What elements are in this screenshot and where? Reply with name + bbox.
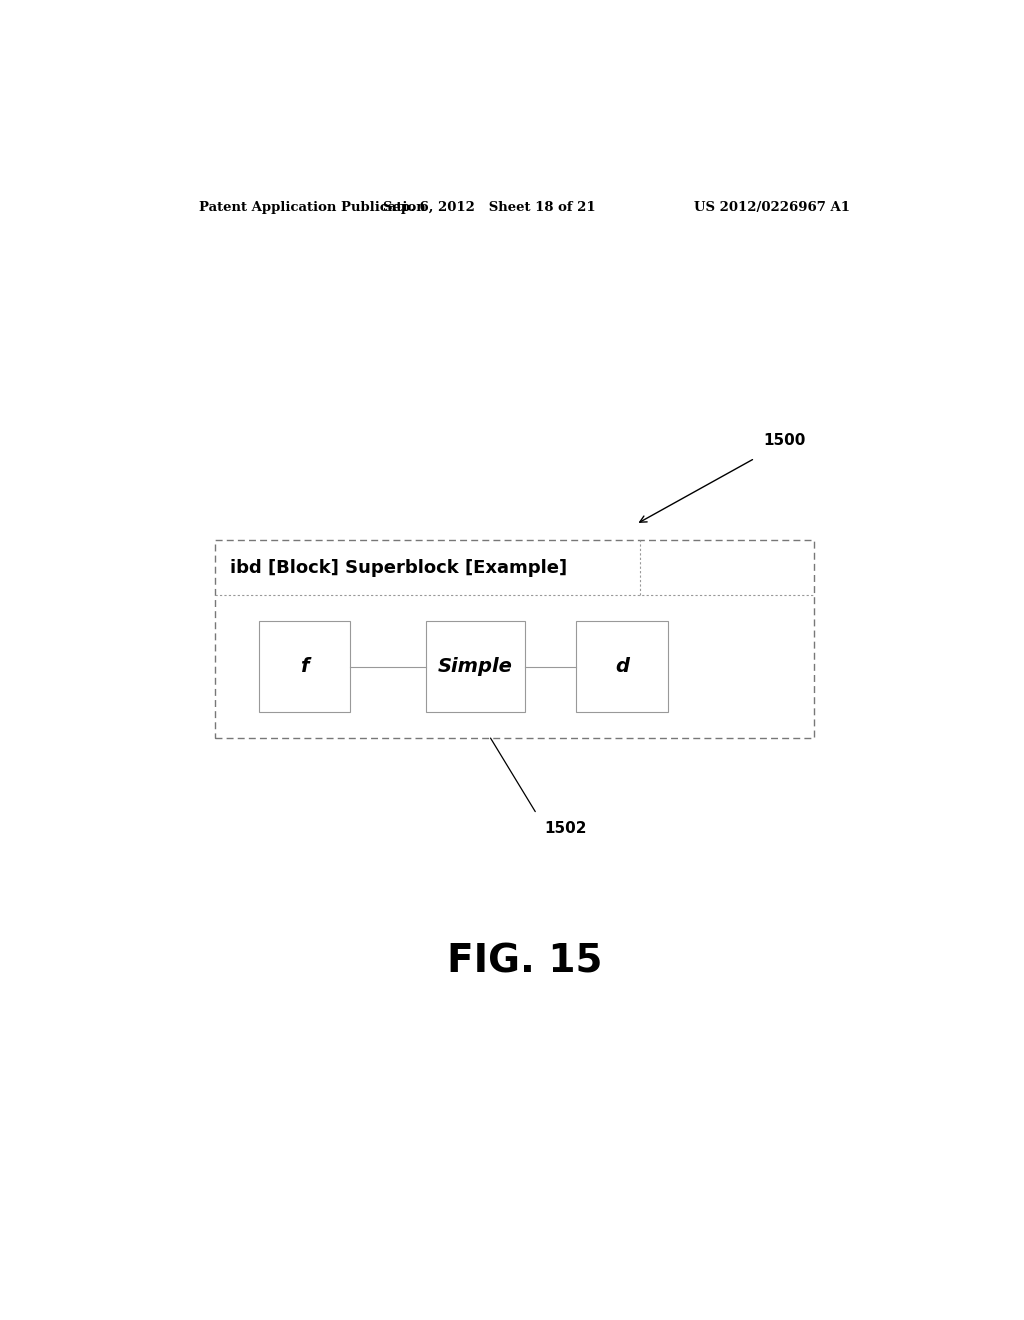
Text: 1500: 1500 — [763, 433, 805, 447]
Text: f: f — [300, 657, 309, 676]
Bar — [215, 540, 814, 738]
Text: 1502: 1502 — [545, 821, 587, 836]
Bar — [577, 620, 668, 713]
Text: Simple: Simple — [438, 657, 513, 676]
Bar — [426, 620, 525, 713]
Bar — [259, 620, 350, 713]
Text: US 2012/0226967 A1: US 2012/0226967 A1 — [694, 201, 850, 214]
Text: Patent Application Publication: Patent Application Publication — [200, 201, 426, 214]
Text: ibd [Block] Superblock [Example]: ibd [Block] Superblock [Example] — [229, 558, 566, 577]
Text: Sep. 6, 2012   Sheet 18 of 21: Sep. 6, 2012 Sheet 18 of 21 — [383, 201, 595, 214]
Text: d: d — [615, 657, 629, 676]
Text: FIG. 15: FIG. 15 — [447, 942, 602, 981]
